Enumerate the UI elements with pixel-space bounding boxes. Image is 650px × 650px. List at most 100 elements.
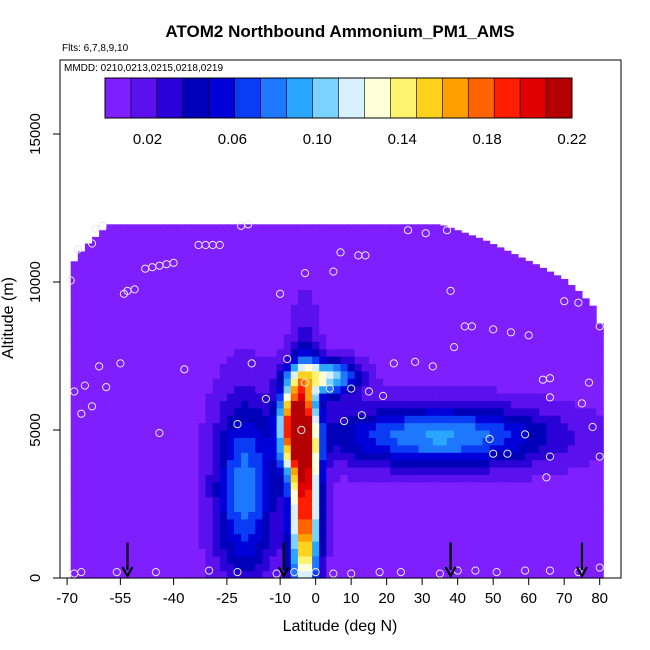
field-cell xyxy=(581,311,590,320)
field-cell xyxy=(397,348,405,357)
field-cell xyxy=(283,252,292,261)
field-cell xyxy=(155,541,164,549)
field-cell xyxy=(439,518,448,527)
field-cell xyxy=(539,430,547,438)
field-cell xyxy=(510,304,519,313)
field-cell xyxy=(170,452,178,461)
field-cell xyxy=(198,245,207,253)
field-cell xyxy=(276,304,285,313)
field-cell xyxy=(127,296,136,305)
field-cell xyxy=(468,518,476,527)
field-cell xyxy=(354,237,363,246)
field-cell xyxy=(248,563,256,572)
field-cell xyxy=(120,333,129,342)
field-cell xyxy=(226,496,235,505)
field-cell xyxy=(84,282,93,290)
field-cell xyxy=(510,348,519,357)
field-cell xyxy=(596,504,604,512)
field-cell xyxy=(70,333,79,342)
field-cell xyxy=(390,259,398,268)
field-cell xyxy=(354,289,363,298)
field-cell xyxy=(106,245,114,253)
field-cell xyxy=(141,341,150,350)
field-cell xyxy=(589,474,597,483)
colorbar-swatch xyxy=(390,78,417,118)
field-cell xyxy=(418,393,427,401)
field-cell xyxy=(454,326,462,335)
field-cell xyxy=(184,259,192,268)
field-cell xyxy=(312,259,320,268)
field-cell xyxy=(283,400,292,409)
field-cell xyxy=(234,267,242,276)
field-cell xyxy=(212,459,221,468)
field-cell xyxy=(589,459,597,468)
field-cell xyxy=(113,385,121,394)
field-cell xyxy=(184,370,192,379)
field-cell xyxy=(432,296,441,305)
field-cell xyxy=(127,356,136,364)
field-cell xyxy=(333,459,342,468)
field-cell xyxy=(276,504,285,512)
sample-point xyxy=(95,362,104,371)
field-cell xyxy=(574,570,583,579)
field-cell xyxy=(510,370,519,379)
field-cell xyxy=(354,282,363,290)
field-cell xyxy=(205,274,214,283)
field-cell xyxy=(546,533,555,542)
field-cell xyxy=(532,518,540,527)
field-cell xyxy=(461,311,469,320)
field-cell xyxy=(319,526,327,535)
field-cell xyxy=(546,341,555,350)
field-cell xyxy=(77,319,86,327)
field-cell xyxy=(347,311,356,320)
field-cell xyxy=(262,555,271,564)
field-cell xyxy=(283,541,292,549)
field-cell xyxy=(141,259,150,268)
field-cell xyxy=(397,415,405,424)
field-cell xyxy=(553,548,562,557)
field-cell xyxy=(432,496,441,505)
field-cell xyxy=(163,430,171,438)
field-cell xyxy=(269,224,278,231)
field-cell xyxy=(84,518,93,527)
field-cell xyxy=(567,489,576,498)
field-cell xyxy=(148,444,157,453)
field-cell xyxy=(269,563,278,572)
field-cell xyxy=(503,452,512,461)
field-cell xyxy=(581,415,590,424)
field-cell xyxy=(567,356,576,364)
field-cell xyxy=(574,555,583,564)
field-cell xyxy=(468,541,476,549)
field-cell xyxy=(191,489,200,498)
field-cell xyxy=(589,511,597,520)
field-cell xyxy=(340,533,349,542)
field-cell xyxy=(163,407,171,416)
sample-point xyxy=(524,331,533,340)
field-cell xyxy=(546,356,555,364)
field-cell xyxy=(581,481,590,490)
field-cell xyxy=(596,415,604,424)
field-cell xyxy=(198,489,207,498)
field-cell xyxy=(84,259,93,268)
field-cell xyxy=(475,333,484,342)
field-cell xyxy=(390,422,398,431)
field-cell xyxy=(297,259,306,268)
field-cell xyxy=(376,467,384,475)
field-cell xyxy=(262,459,271,468)
field-cell xyxy=(425,422,434,431)
field-cell xyxy=(368,289,377,298)
field-cell xyxy=(418,481,427,490)
field-cell xyxy=(376,245,384,253)
field-cell xyxy=(411,378,420,387)
field-cell xyxy=(553,326,562,335)
field-cell xyxy=(106,444,114,453)
field-cell xyxy=(496,533,505,542)
field-cell xyxy=(475,311,484,320)
field-cell xyxy=(361,296,370,305)
field-cell xyxy=(184,526,192,535)
field-cell xyxy=(439,400,448,409)
field-cell xyxy=(155,496,164,505)
field-cell xyxy=(269,452,278,461)
field-cell xyxy=(560,422,569,431)
field-cell xyxy=(326,422,334,431)
